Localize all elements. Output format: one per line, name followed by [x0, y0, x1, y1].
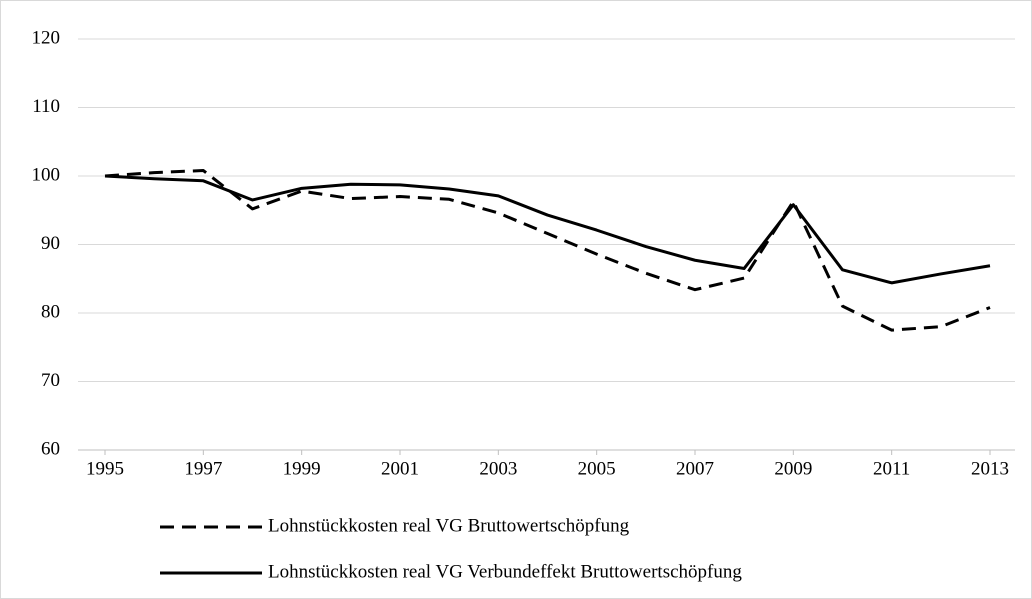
- y-tick-label: 100: [32, 164, 61, 185]
- x-tick-label: 2009: [774, 458, 812, 479]
- x-tick-label: 2007: [676, 458, 714, 479]
- legend-label: Lohnstückkosten real VG Verbundeffekt Br…: [268, 561, 742, 582]
- x-tick-label: 2001: [381, 458, 419, 479]
- y-tick-label: 80: [41, 301, 60, 322]
- y-tick-label: 90: [41, 233, 60, 254]
- x-tick-label: 2005: [578, 458, 616, 479]
- x-tick-label: 1997: [184, 458, 222, 479]
- series-line: [104, 174, 991, 285]
- x-tick-label: 2003: [479, 458, 517, 479]
- x-tick-label: 2013: [971, 458, 1009, 479]
- y-tick-label: 120: [32, 27, 61, 48]
- legend-label: Lohnstückkosten real VG Bruttowertschöpf…: [268, 515, 630, 536]
- y-tick-label: 60: [41, 438, 60, 459]
- y-tick-label: 70: [41, 370, 60, 391]
- series-line: [104, 169, 991, 332]
- x-tick-label: 2011: [873, 458, 910, 479]
- x-tick-label: 1999: [283, 458, 321, 479]
- x-tick-label: 1995: [86, 458, 124, 479]
- y-tick-label: 110: [32, 96, 60, 117]
